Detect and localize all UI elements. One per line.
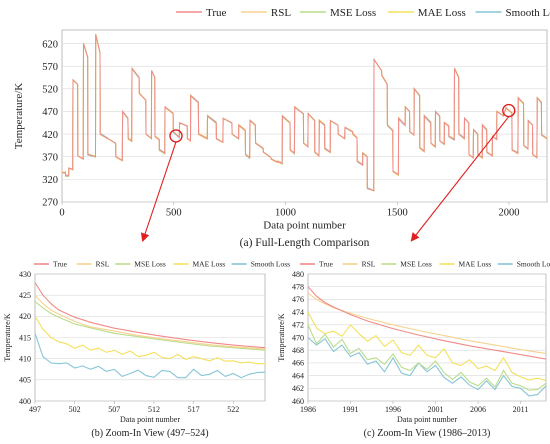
series-line-true [35, 282, 265, 349]
series-line-mse-loss [308, 324, 546, 391]
legend-label: MAE Loss [459, 260, 492, 269]
legend-label: MSE Loss [330, 7, 376, 19]
x-tick-label: 1986 [300, 405, 316, 414]
y-tick-label: 462 [292, 384, 304, 393]
x-tick-label: 2011 [513, 405, 529, 414]
x-tick-label: 502 [69, 405, 81, 414]
y-tick-label: 420 [42, 130, 58, 141]
x-axis-label: Data point number [263, 220, 346, 232]
legend-label: RSL [362, 260, 376, 269]
plot-area [61, 29, 548, 203]
y-tick-label: 415 [19, 333, 31, 342]
x-tick-label: 1996 [385, 405, 401, 414]
series-line-mae-loss [35, 316, 265, 365]
y-tick-label: 478 [292, 283, 304, 292]
x-tick-label: 522 [227, 405, 239, 414]
y-tick-label: 370 [42, 152, 58, 163]
legend-label: True [319, 260, 334, 269]
y-axis-label: Temperature/K [277, 313, 286, 362]
x-tick-label: 512 [148, 405, 160, 414]
panel-c-zoom-1986-2013: 460 462 464 466 468 470 472 474 476 478 480 1986 199… [277, 260, 550, 439]
zoom-annotations [140, 116, 510, 243]
panel-title: (c) Zoom-In View (1986–2013) [364, 428, 491, 439]
series-line-smooth-loss [308, 337, 546, 397]
legend-label: Smooth Loss [506, 7, 550, 19]
x-axis-label: Data point number [397, 415, 457, 424]
y-tick-label: 570 [42, 62, 58, 73]
panel-b-zoom-497-524: 400 405 410 415 420 425 430 497 502 507 512 517 522 D… [3, 260, 290, 439]
y-tick-label: 474 [292, 308, 304, 317]
series-line-true [308, 286, 546, 360]
x-tick-label: 1991 [343, 405, 359, 414]
x-tick-label: 0 [59, 208, 64, 219]
x-tick-label: 497 [29, 405, 41, 414]
panel-title: (a) Full-Length Comparison [240, 237, 370, 249]
y-tick-label: 464 [292, 371, 304, 380]
y-tick-label: 468 [292, 346, 304, 355]
panel-title: (b) Zoom-In View (497–524) [91, 428, 208, 439]
legend-label: Smooth Loss [251, 260, 290, 269]
legend-label: True [53, 260, 68, 269]
legend-label: RSL [96, 260, 110, 269]
legend-label: MAE Loss [193, 260, 226, 269]
series-line-rsl [308, 292, 546, 354]
y-tick-label: 520 [42, 85, 58, 96]
x-tick-label: 1000 [275, 208, 296, 219]
panel-a-full-length: 270 320 370 420 470 520 570 620 0 500 1000 1500 2000… [13, 7, 550, 249]
series-line-smooth-loss [35, 333, 265, 379]
y-tick-label: 472 [292, 321, 304, 330]
x-tick-label: 2001 [428, 405, 444, 414]
legend-label: MAE Loss [418, 7, 466, 19]
y-tick-label: 425 [19, 291, 31, 300]
y-axis-label: Temperature/K [3, 313, 12, 362]
y-tick-label: 320 [42, 175, 58, 186]
y-tick-label: 400 [19, 397, 31, 406]
y-tick-label: 620 [42, 39, 58, 50]
zoom-arrow [140, 141, 177, 243]
x-tick-label: 2000 [499, 208, 520, 219]
y-tick-label: 480 [292, 270, 304, 279]
legend-label: MSE Loss [134, 260, 166, 269]
legend-label: Smooth Loss [517, 260, 550, 269]
y-tick-label: 466 [292, 359, 304, 368]
x-tick-label: 517 [188, 405, 200, 414]
series-line-mae-loss [308, 311, 546, 382]
y-tick-label: 470 [292, 333, 304, 342]
series-line-mse-loss [35, 301, 265, 351]
series-line-true [62, 34, 547, 192]
y-tick-label: 430 [19, 270, 31, 279]
legend-label: MSE Loss [400, 260, 432, 269]
legend-label: True [206, 7, 226, 19]
zoom-arrow [410, 116, 510, 242]
series-line-rsl [35, 294, 265, 350]
x-axis-label: Data point number [120, 415, 180, 424]
x-tick-label: 1500 [387, 208, 408, 219]
x-tick-label: 2006 [470, 405, 486, 414]
y-tick-label: 476 [292, 295, 304, 304]
legend-label: RSL [271, 7, 291, 19]
x-tick-label: 507 [108, 405, 120, 414]
y-tick-label: 460 [292, 397, 304, 406]
y-tick-label: 270 [42, 198, 58, 209]
y-tick-label: 470 [42, 107, 58, 118]
x-tick-label: 500 [166, 208, 182, 219]
y-tick-label: 405 [19, 376, 31, 385]
y-tick-label: 420 [19, 312, 31, 321]
y-tick-label: 410 [19, 354, 31, 363]
y-axis-label: Temperature/K [13, 83, 25, 149]
